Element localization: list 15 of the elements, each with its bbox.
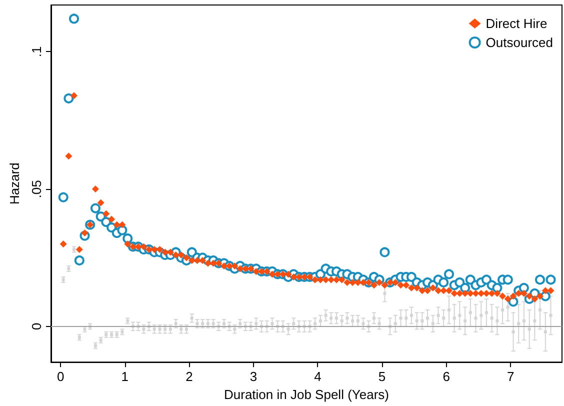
x-tick-label: 1 [121, 369, 129, 384]
x-tick-label: 0 [57, 369, 64, 384]
y-axis-title: Hazard [7, 162, 22, 205]
x-tick-label: 5 [378, 369, 386, 384]
legend-label: Outsourced [486, 35, 553, 50]
x-tick-label: 3 [250, 369, 258, 384]
y-tick-label: .05 [29, 180, 44, 198]
x-tick-label: 7 [506, 369, 514, 384]
y-tick-label: .1 [29, 46, 44, 58]
x-tick-label: 2 [186, 369, 193, 384]
legend-label: Direct Hire [486, 16, 548, 31]
y-tick-label: 0 [29, 322, 44, 330]
x-axis-title: Duration in Job Spell (Years) [224, 387, 389, 402]
x-tick-label: 6 [442, 369, 450, 384]
x-tick-label: 4 [314, 369, 322, 384]
